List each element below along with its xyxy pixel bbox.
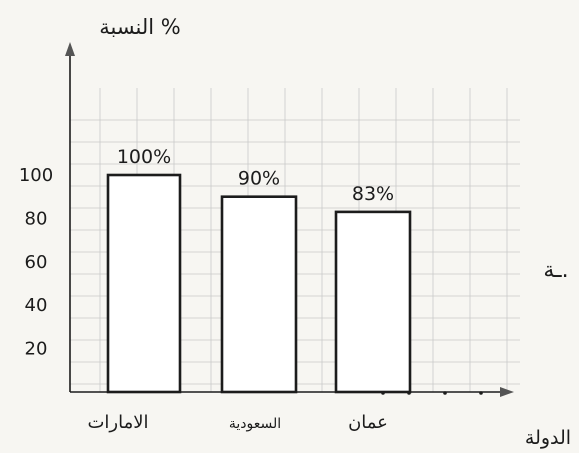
y-tick-label: 100 bbox=[19, 165, 53, 186]
x-axis-dot bbox=[443, 391, 447, 395]
y-tick-label: 40 bbox=[25, 295, 48, 316]
category-label: الامارات bbox=[87, 412, 148, 433]
x-axis-dot bbox=[479, 391, 483, 395]
margin-note: ـة. bbox=[543, 258, 568, 283]
category-label: السعودية bbox=[229, 416, 281, 432]
x-axis-arrow-icon bbox=[500, 387, 514, 397]
y-tick-labels: 20 40 60 80 100 bbox=[19, 165, 53, 360]
bar bbox=[106, 173, 182, 394]
bar-value-label: 90% bbox=[238, 168, 280, 190]
y-axis-label: النسبة % bbox=[99, 15, 181, 39]
category-label: عمان bbox=[348, 412, 388, 433]
bar-value-label: 83% bbox=[352, 183, 394, 205]
bar bbox=[220, 195, 298, 394]
y-axis-arrow-icon bbox=[65, 42, 75, 56]
bar bbox=[334, 210, 412, 394]
y-tick-label: 60 bbox=[25, 252, 48, 273]
y-tick-label: 20 bbox=[25, 339, 48, 360]
y-tick-label: 80 bbox=[25, 208, 48, 229]
bar-value-label: 100% bbox=[117, 146, 171, 168]
bars: 100% الامارات 90% السعودية 83% عمان bbox=[87, 146, 412, 433]
x-axis-label: الدولة bbox=[525, 427, 571, 449]
